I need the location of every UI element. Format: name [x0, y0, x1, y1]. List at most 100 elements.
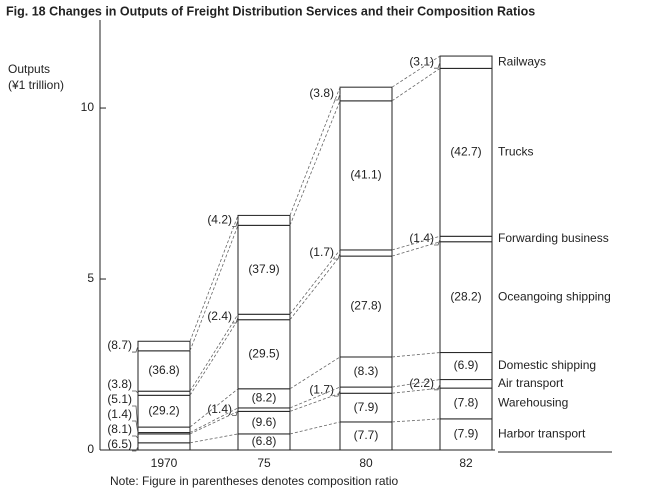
ratio-label: (2.4)	[207, 309, 232, 323]
connector	[391, 55, 441, 88]
leader	[334, 93, 341, 101]
leader	[334, 390, 341, 397]
legend-label: Railways	[498, 54, 546, 68]
connector	[391, 379, 441, 388]
bar-segment	[137, 426, 191, 434]
connector	[289, 100, 341, 226]
leader	[434, 383, 441, 391]
ratio-label: (9.6)	[252, 415, 277, 429]
x-tick-label: 80	[359, 456, 373, 470]
ratio-label: (2.2)	[409, 376, 434, 390]
ratio-label: (4.2)	[207, 213, 232, 227]
ratio-label: (3.1)	[409, 54, 434, 68]
ratio-label: (7.7)	[354, 428, 379, 442]
bar-segment	[137, 394, 191, 428]
connector	[289, 87, 341, 216]
y-axis-label: Outputs	[8, 62, 50, 76]
ratio-label: (6.9)	[454, 358, 479, 372]
bar-segment	[137, 390, 191, 396]
bar-segment	[439, 241, 493, 354]
y-tick-label: 5	[87, 271, 94, 285]
bar-segment	[137, 350, 191, 392]
ratio-label: (29.2)	[148, 403, 179, 417]
leader	[132, 446, 139, 452]
connector	[189, 388, 239, 428]
ratio-label: (7.8)	[454, 396, 479, 410]
ratio-label: (41.1)	[350, 168, 381, 182]
bar-segment	[339, 386, 393, 394]
y-tick-label: 0	[87, 442, 94, 456]
x-tick-label: 82	[459, 456, 473, 470]
legend-label: Warehousing	[498, 396, 568, 410]
connector	[391, 387, 441, 394]
bar-segment	[339, 100, 393, 251]
legend-label: Harbor transport	[498, 427, 586, 441]
leader	[132, 435, 139, 439]
connector	[391, 68, 441, 102]
connector	[189, 407, 239, 433]
ratio-label: (1.7)	[309, 382, 334, 396]
leader	[232, 220, 239, 227]
connector	[391, 235, 441, 251]
bar-segment	[237, 224, 291, 315]
bar-segment	[339, 86, 393, 102]
leader	[132, 405, 139, 430]
ratio-label: (1.7)	[309, 245, 334, 259]
leader	[132, 390, 139, 394]
connector	[289, 249, 341, 315]
legend-label: Air transport	[498, 376, 564, 390]
connector	[189, 215, 239, 342]
bar-segment	[339, 249, 393, 257]
leader	[434, 238, 441, 246]
legend-label: Domestic shipping	[498, 358, 596, 372]
bar-segment	[237, 319, 291, 390]
bar-segment	[137, 433, 191, 444]
bar-segment	[339, 392, 393, 423]
ratio-label: (6.5)	[107, 437, 132, 451]
leader	[434, 62, 441, 69]
bar-segment	[339, 255, 393, 358]
bar-segment	[439, 67, 493, 237]
ratio-label: (7.9)	[454, 427, 479, 441]
connector	[391, 352, 441, 358]
ratio-label: (29.5)	[248, 346, 279, 360]
bar-segment	[339, 421, 393, 451]
connector	[189, 225, 239, 351]
ratio-label: (1.4)	[207, 402, 232, 416]
bar-segment	[439, 379, 493, 389]
connector	[189, 433, 239, 444]
y-tick-label: 10	[81, 100, 95, 114]
bar-segment	[137, 442, 191, 451]
ratio-label: (1.4)	[107, 407, 132, 421]
bar-segment	[237, 214, 291, 226]
chart-title: Fig. 18 Changes in Outputs of Freight Di…	[6, 4, 535, 18]
x-tick-label: 75	[257, 456, 271, 470]
ratio-label: (8.7)	[107, 338, 132, 352]
ratio-label: (3.8)	[309, 86, 334, 100]
ratio-label: (36.8)	[148, 363, 179, 377]
bar-segment	[237, 407, 291, 412]
bar-segment	[439, 235, 493, 243]
connector	[289, 421, 341, 435]
ratio-label: (27.8)	[350, 299, 381, 313]
note: Note: Figure in parentheses denotes comp…	[110, 474, 398, 488]
bar-segment	[439, 352, 493, 381]
legend-label: Oceangoing shipping	[498, 289, 611, 303]
connector	[289, 386, 341, 409]
connector	[289, 392, 341, 412]
ratio-label: (8.2)	[252, 391, 277, 405]
y-axis-label: (¥1 trillion)	[8, 78, 64, 92]
ratio-label: (1.4)	[409, 231, 434, 245]
ratio-label: (8.1)	[107, 422, 132, 436]
ratio-label: (37.9)	[248, 262, 279, 276]
ratio-label: (42.7)	[450, 144, 481, 158]
ratio-label: (28.2)	[450, 289, 481, 303]
legend-label: Trucks	[498, 144, 534, 158]
ratio-label: (3.8)	[107, 377, 132, 391]
bar-segment	[439, 387, 493, 420]
leader	[232, 409, 239, 417]
connector	[391, 418, 441, 423]
bar-segment	[137, 340, 191, 352]
leader	[132, 345, 139, 353]
